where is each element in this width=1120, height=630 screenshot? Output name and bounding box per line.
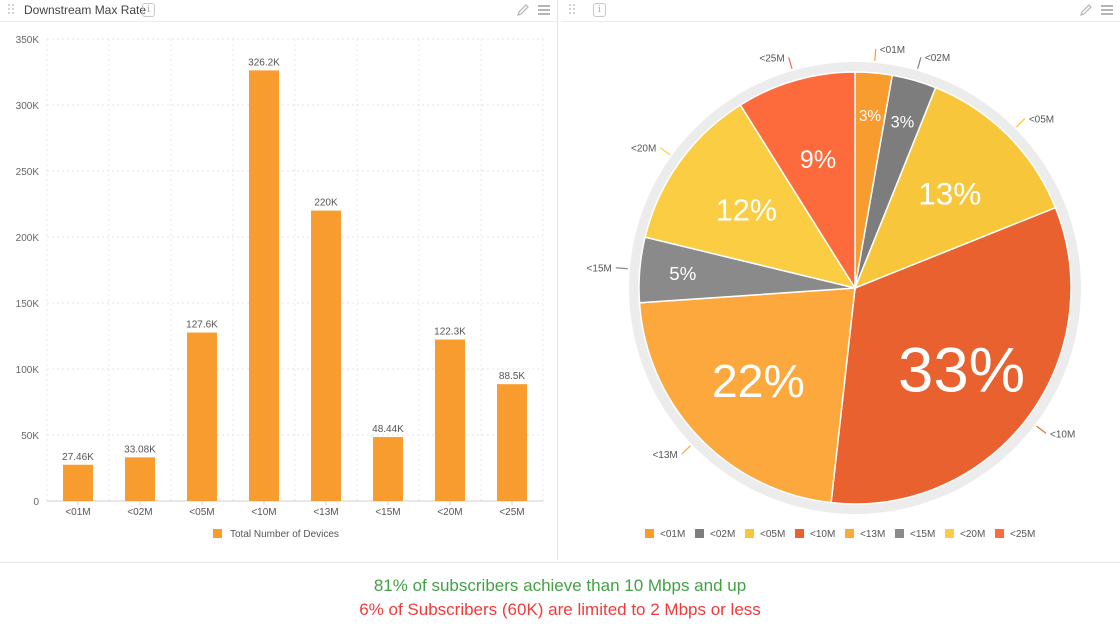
- pie-percent-label: 3%: [891, 114, 915, 132]
- pie-percent-label: 13%: [918, 175, 981, 211]
- pie-category-label: <25M: [759, 53, 784, 64]
- x-tick-label: <01M: [65, 507, 90, 518]
- pie-percent-label: 22%: [712, 355, 805, 407]
- pie-category-label: <05M: [1029, 114, 1054, 125]
- x-tick-label: <13M: [313, 507, 338, 518]
- pie-category-label: <02M: [925, 53, 950, 64]
- x-tick-label: <20M: [437, 507, 462, 518]
- legend-swatch: [945, 529, 954, 538]
- y-tick-label: 300K: [16, 101, 40, 112]
- bar: [435, 339, 465, 501]
- x-tick-label: <05M: [189, 507, 214, 518]
- pie-slice: [739, 71, 856, 291]
- edit-pencil-icon[interactable]: [1079, 3, 1093, 17]
- pie-slice: [830, 206, 1072, 505]
- legend-label: <10M: [810, 529, 835, 540]
- legend-label: <02M: [710, 529, 735, 540]
- legend-swatch: [213, 529, 222, 538]
- pie-category-label: <10M: [1050, 429, 1075, 440]
- data-label: 48.44K: [372, 424, 404, 435]
- legend-label: <05M: [760, 529, 785, 540]
- data-label: 33.08K: [124, 444, 156, 455]
- pie-connector: [1015, 118, 1026, 128]
- legend-label: <01M: [660, 529, 685, 540]
- pie-connector: [1036, 425, 1047, 434]
- y-tick-label: 200K: [16, 233, 40, 244]
- legend-label: <13M: [860, 529, 885, 540]
- pie-category-label: <15M: [587, 264, 612, 275]
- y-tick-label: 250K: [16, 167, 40, 178]
- pie-connector: [615, 267, 628, 270]
- y-tick-label: 350K: [16, 35, 40, 46]
- pie-slice: [853, 86, 1057, 290]
- bar: [311, 210, 341, 501]
- pie-connector: [659, 147, 671, 156]
- pie-connector: [917, 57, 922, 69]
- x-tick-label: <02M: [127, 507, 152, 518]
- bar: [497, 384, 527, 501]
- bar: [125, 457, 155, 501]
- pie-category-label: <20M: [631, 144, 656, 155]
- panel-header: Downstream Max Rate i: [0, 0, 557, 22]
- x-tick-label: <15M: [375, 507, 400, 518]
- drag-handle-icon[interactable]: [8, 4, 14, 16]
- panel-header: i: [561, 0, 1120, 22]
- drag-handle-icon[interactable]: [569, 4, 575, 16]
- pie-chart-panel: i 3% <01M 3% <02M 13% <05M 33% <10M 22% <13M 5% <15…: [561, 0, 1120, 560]
- y-tick-label: 50K: [21, 431, 39, 442]
- legend-swatch: [695, 529, 704, 538]
- legend: Total Number of Devices: [213, 529, 339, 540]
- legend-label: <20M: [960, 529, 985, 540]
- data-label: 27.46K: [62, 452, 94, 463]
- info-icon[interactable]: i: [593, 3, 606, 17]
- bar: [249, 70, 279, 501]
- data-label: 127.6K: [186, 320, 218, 331]
- data-label: 88.5K: [499, 371, 525, 382]
- legend-label: <25M: [1010, 529, 1035, 540]
- pie-slice: [638, 287, 856, 504]
- edit-pencil-icon[interactable]: [516, 3, 530, 17]
- pie-category-label: <01M: [880, 45, 905, 56]
- pie-percent-label: 12%: [716, 192, 777, 227]
- pie-chart: 3% <01M 3% <02M 13% <05M 33% <10M 22% <13M 5% <15M 1…: [587, 45, 1081, 540]
- x-tick-label: <10M: [251, 507, 276, 518]
- menu-icon[interactable]: [1101, 4, 1113, 16]
- pie-slice: [644, 103, 857, 290]
- pie-percent-label: 33%: [898, 334, 1025, 405]
- panel-title: Downstream Max Rate: [24, 3, 147, 17]
- bar-chart-panel: Downstream Max Rate i 0 50K 100K 150K 200K 25…: [0, 0, 558, 560]
- menu-icon[interactable]: [538, 4, 550, 16]
- data-label: 122.3K: [434, 327, 466, 338]
- pie-percent-label: 5%: [669, 263, 696, 284]
- legend-swatch: [895, 529, 904, 538]
- summary-line-achieve: 81% of subscribers achieve than 10 Mbps …: [373, 576, 747, 595]
- x-tick-label: <25M: [499, 507, 524, 518]
- y-tick-label: 0: [33, 497, 39, 508]
- pie-connector: [874, 48, 877, 61]
- bar: [187, 332, 217, 501]
- legend-swatch: [845, 529, 854, 538]
- pie-connector: [681, 445, 691, 455]
- info-icon[interactable]: i: [142, 3, 155, 17]
- legend-label: Total Number of Devices: [230, 529, 339, 540]
- legend-swatch: [795, 529, 804, 538]
- pie-connector: [788, 57, 793, 70]
- legend-swatch: [995, 529, 1004, 538]
- legend-label: <15M: [910, 529, 935, 540]
- y-tick-label: 150K: [16, 299, 40, 310]
- legend: <01M <02M <05M <10M <13M <15M <20M <25M: [645, 529, 1035, 540]
- pie-percent-label: 9%: [800, 146, 837, 174]
- y-tick-label: 100K: [16, 365, 40, 376]
- summary-line-limited: 6% of Subscribers (60K) are limited to 2…: [359, 600, 761, 619]
- data-label: 220K: [314, 198, 338, 209]
- legend-swatch: [745, 529, 754, 538]
- bar: [373, 437, 403, 501]
- bar-chart: 0 50K 100K 150K 200K 250K 300K 350K 27.46K <01M 33…: [16, 35, 544, 540]
- bar: [63, 464, 93, 501]
- pie-category-label: <13M: [652, 450, 677, 461]
- data-label: 326.2K: [248, 57, 280, 68]
- pie-percent-label: 3%: [859, 108, 882, 125]
- legend-swatch: [645, 529, 654, 538]
- summary-footer: 81% of subscribers achieve than 10 Mbps …: [0, 562, 1120, 630]
